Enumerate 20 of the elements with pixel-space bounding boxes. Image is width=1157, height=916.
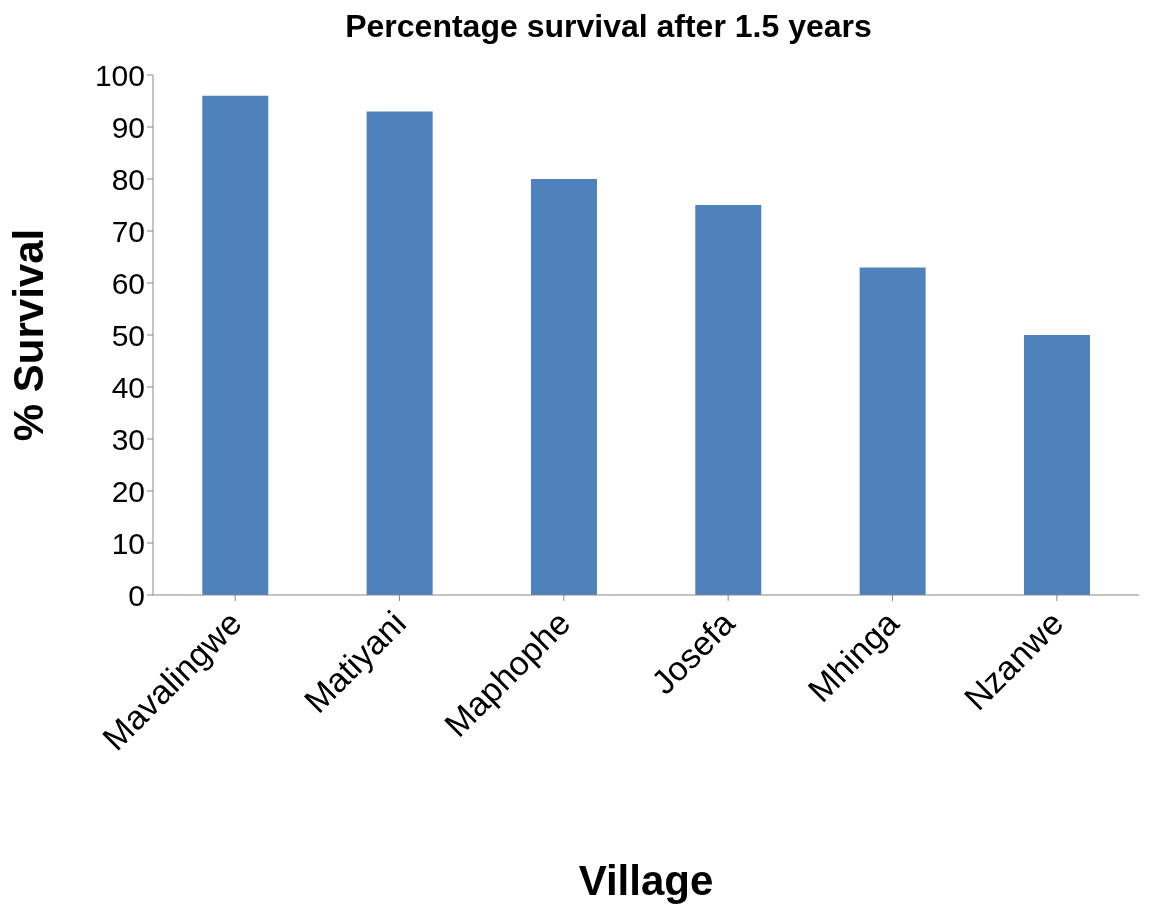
bar xyxy=(1023,335,1090,595)
y-axis-title: % Survival xyxy=(4,228,52,442)
y-tick-label: 90 xyxy=(111,110,145,144)
chart-title: Percentage survival after 1.5 years xyxy=(344,8,873,45)
bar xyxy=(366,111,433,595)
y-tick-label: 70 xyxy=(111,214,145,248)
y-tick-label: 50 xyxy=(111,318,145,352)
bar xyxy=(695,205,762,595)
y-tick-label: 10 xyxy=(111,526,145,560)
y-tick-label: 100 xyxy=(94,58,145,92)
y-tick-label: 30 xyxy=(111,422,145,456)
y-tick-label: 60 xyxy=(111,266,145,300)
x-axis-title: Village xyxy=(578,857,714,904)
y-tick-label: 40 xyxy=(111,370,145,404)
bar xyxy=(202,95,269,595)
bar xyxy=(859,267,926,595)
bar xyxy=(530,179,597,595)
y-tick-label: 80 xyxy=(111,162,145,196)
y-tick-label: 0 xyxy=(128,578,145,612)
y-tick-label: 20 xyxy=(111,474,145,508)
